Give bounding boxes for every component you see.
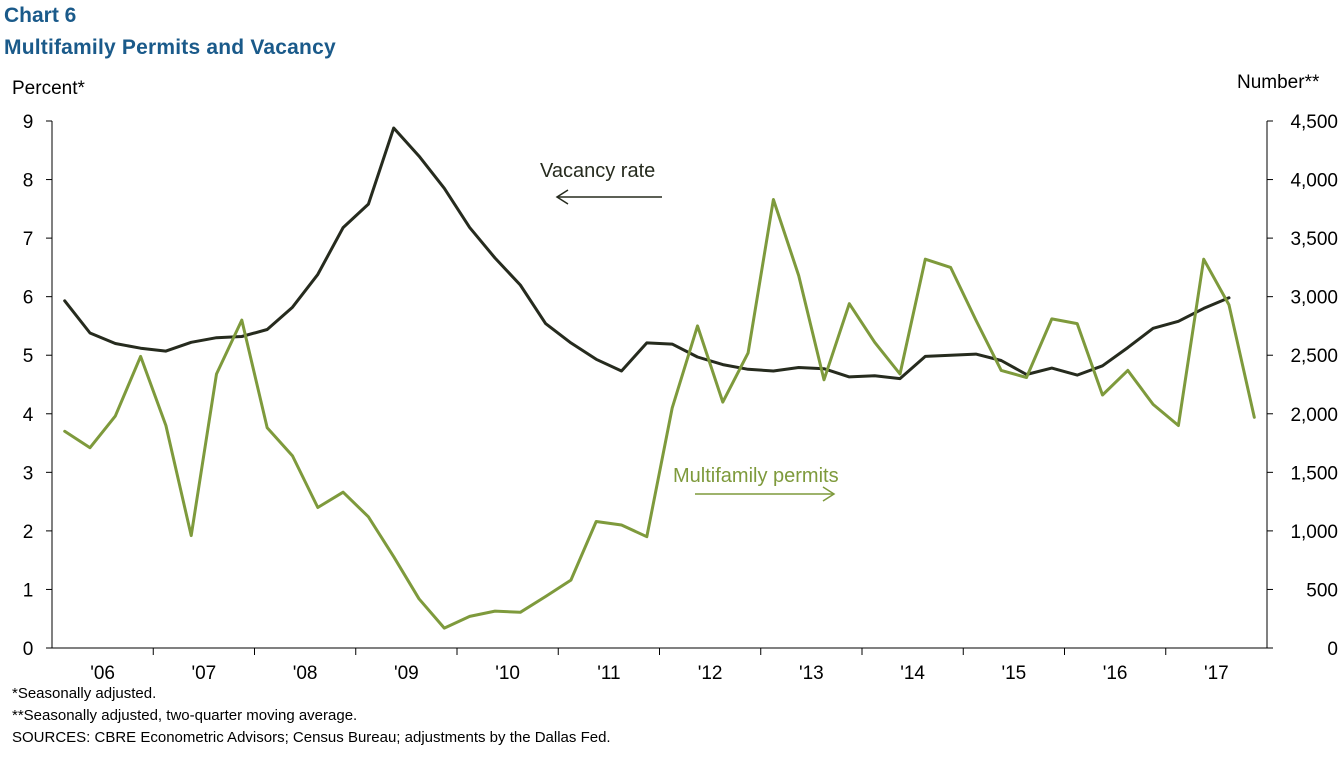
series-lines bbox=[63, 126, 1256, 630]
x-tick-label: '13 bbox=[799, 663, 824, 684]
left-tick-label: 4 bbox=[23, 405, 34, 426]
left-tick-label: 7 bbox=[23, 229, 34, 250]
x-tick-label: '15 bbox=[1001, 663, 1026, 684]
x-tick-label: '10 bbox=[495, 663, 520, 684]
right-tick-label: 3,000 bbox=[1290, 288, 1338, 309]
x-tick-label: '11 bbox=[597, 663, 620, 684]
multifamily-permits-line bbox=[63, 198, 1256, 630]
x-tick-label: '08 bbox=[293, 663, 318, 684]
left-tick-label: 2 bbox=[23, 522, 34, 543]
left-tick-label: 3 bbox=[23, 463, 34, 484]
tick-labels: 0 1 2 3 4 5 6 7 8 9 0 500 1,000 1,500 2,000 2,500 3,000 3… bbox=[23, 112, 1338, 684]
right-tick-label: 3,500 bbox=[1290, 229, 1338, 250]
right-tick-label: 1,500 bbox=[1290, 463, 1338, 484]
right-tick-label: 2,000 bbox=[1290, 405, 1338, 426]
footnote-seasonal: *Seasonally adjusted. bbox=[12, 685, 157, 702]
x-tick-label: '16 bbox=[1103, 663, 1128, 684]
vacancy-arrow-head bbox=[555, 189, 569, 205]
left-tick-label: 6 bbox=[23, 288, 34, 309]
right-axis-unit: Number** bbox=[1237, 72, 1320, 93]
x-tick-label: '12 bbox=[698, 663, 723, 684]
chart-label: Chart 6 bbox=[4, 4, 77, 27]
footnote-moving-average: **Seasonally adjusted, two-quarter movin… bbox=[12, 707, 358, 724]
vacancy-rate-line bbox=[63, 126, 1231, 381]
right-tick-label: 1,000 bbox=[1290, 522, 1338, 543]
right-tick-label: 4,500 bbox=[1290, 112, 1338, 133]
footnote-sources: SOURCES: CBRE Econometric Advisors; Cens… bbox=[12, 729, 611, 746]
x-tick-label: '07 bbox=[191, 663, 216, 684]
x-tick-label: '06 bbox=[90, 663, 115, 684]
permits-arrow-head bbox=[822, 486, 836, 502]
right-tick-label: 500 bbox=[1306, 580, 1338, 601]
x-tick-label: '14 bbox=[900, 663, 925, 684]
chart-title: Multifamily Permits and Vacancy bbox=[4, 36, 336, 59]
left-axis-unit: Percent* bbox=[12, 78, 85, 99]
left-tick-label: 8 bbox=[23, 171, 34, 192]
annotations: Vacancy rate Multifamily permits bbox=[540, 160, 839, 502]
left-tick-label: 9 bbox=[23, 112, 34, 133]
axes bbox=[46, 120, 1273, 655]
left-tick-label: 1 bbox=[23, 580, 34, 601]
left-tick-label: 0 bbox=[23, 639, 34, 660]
right-tick-label: 2,500 bbox=[1290, 346, 1338, 367]
x-tick-label: '09 bbox=[394, 663, 419, 684]
x-tick-label: '17 bbox=[1204, 663, 1229, 684]
vacancy-rate-annotation: Vacancy rate bbox=[540, 160, 655, 182]
left-tick-label: 5 bbox=[23, 346, 34, 367]
right-tick-label: 0 bbox=[1327, 639, 1338, 660]
right-tick-label: 4,000 bbox=[1290, 171, 1338, 192]
permits-annotation: Multifamily permits bbox=[673, 465, 839, 487]
